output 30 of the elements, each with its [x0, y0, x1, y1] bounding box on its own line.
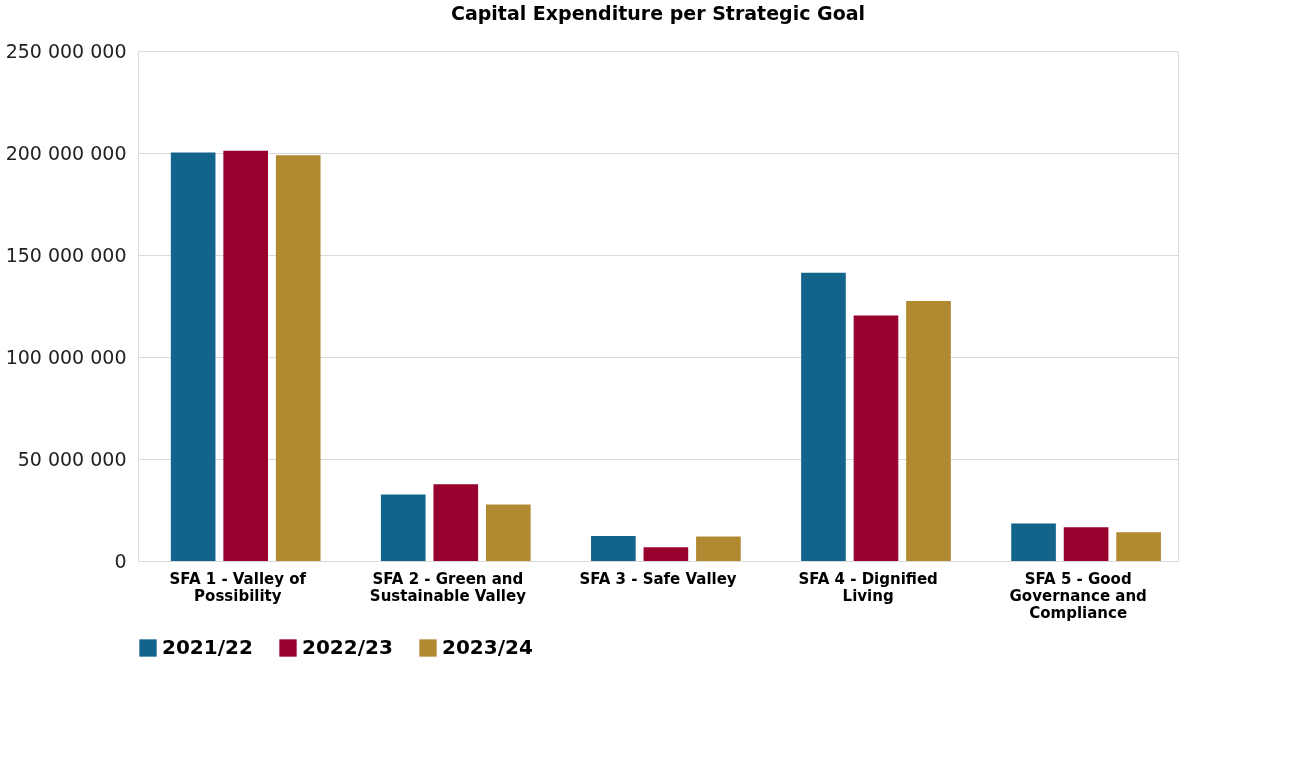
- x-tick-label: SFA 2 - Green and Sustainable Valley: [369, 569, 527, 605]
- bar: [906, 301, 951, 561]
- x-tick-label: SFA 5 - Good Governance and Compliance: [1009, 569, 1147, 622]
- bar: [275, 155, 321, 561]
- bar: [1011, 523, 1056, 561]
- x-tick-label: SFA 1 - Valley of Possibility: [169, 569, 307, 605]
- bar: [801, 272, 846, 561]
- legend-label: 2023/24: [442, 635, 533, 659]
- bar: [223, 150, 268, 561]
- legend-label: 2022/23: [302, 635, 393, 659]
- bar: [1116, 532, 1161, 561]
- bar: [485, 504, 531, 561]
- y-tick-label: 0: [114, 549, 127, 572]
- y-tick-label: 50 000 000: [17, 447, 127, 470]
- y-tick-label: 250 000 000: [5, 39, 127, 62]
- chart-title: Capital Expenditure per Strategic Goal: [450, 2, 866, 24]
- bar: [853, 315, 899, 561]
- bar: [591, 536, 636, 561]
- bar: [696, 536, 741, 561]
- y-tick-label: 150 000 000: [5, 243, 127, 266]
- x-tick-label: SFA 3 - Safe Valley: [579, 569, 737, 588]
- y-tick-label: 100 000 000: [5, 345, 127, 368]
- bar: [170, 152, 216, 561]
- bar: [433, 484, 479, 561]
- y-tick-label: 200 000 000: [5, 141, 127, 164]
- x-tick-label: SFA 4 - Dignified Living: [798, 569, 938, 605]
- bar: [380, 494, 426, 561]
- bar: [643, 547, 689, 561]
- legend-label: 2021/22: [162, 635, 253, 659]
- bar: [1063, 527, 1109, 561]
